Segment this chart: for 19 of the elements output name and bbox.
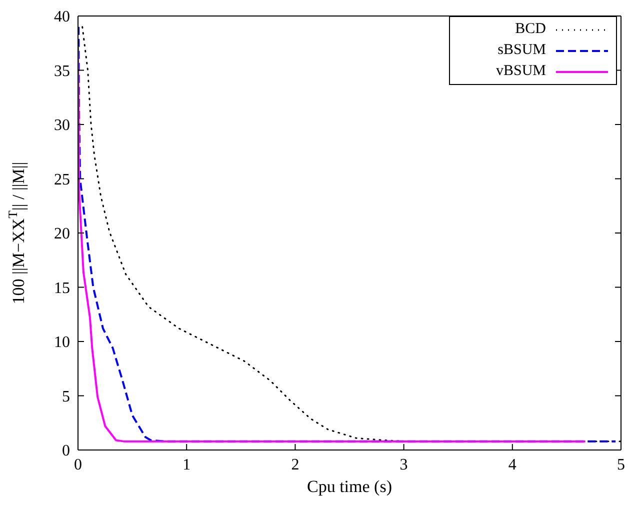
y-tick-label: 25 [54, 171, 70, 188]
x-tick-label: 5 [617, 456, 625, 474]
legend-label: vBSUM [496, 63, 546, 80]
x-tick-label: 3 [400, 456, 408, 474]
y-tick-label: 35 [54, 62, 70, 80]
x-tick-label: 4 [508, 456, 516, 474]
legend-label: BCD [514, 21, 546, 38]
y-tick-label: 10 [54, 334, 70, 352]
y-tick-label: 30 [54, 117, 70, 134]
y-tick-label: 0 [62, 442, 70, 460]
x-tick-label: 1 [182, 456, 191, 474]
y-tick-label: 5 [62, 388, 70, 406]
legend-label: sBSUM [496, 42, 546, 59]
y-tick-label: 20 [54, 226, 70, 243]
y-tick-label: 40 [54, 8, 70, 26]
x-tick-label: 2 [291, 456, 300, 474]
y-tick-label: 15 [54, 280, 70, 297]
x-tick-label: 0 [74, 456, 82, 474]
x-axis-title: Cpu time (s) [307, 477, 392, 496]
